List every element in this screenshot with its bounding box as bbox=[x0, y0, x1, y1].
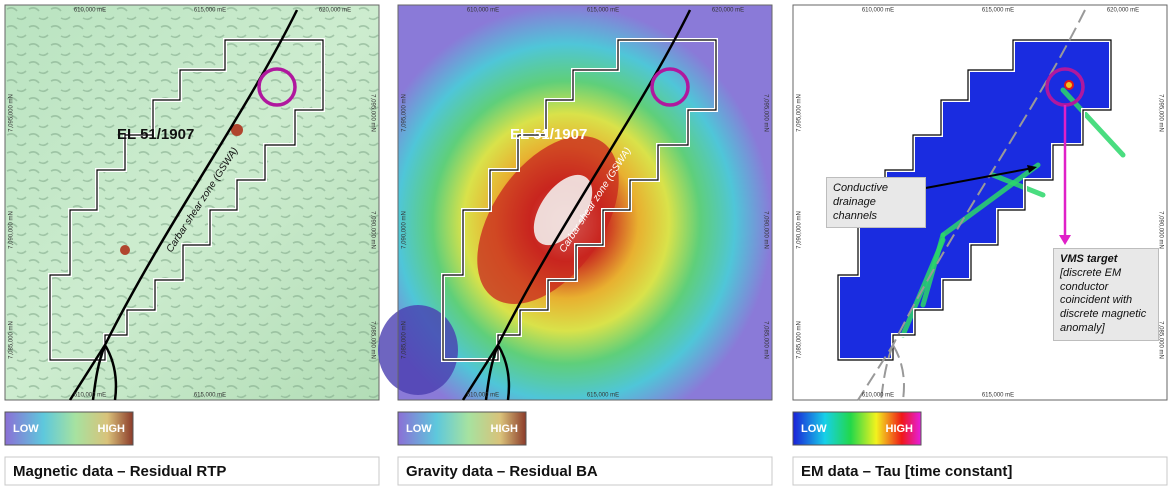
axis-label: 7,090,000 mN bbox=[1157, 211, 1163, 249]
map-panel: 610,000 mE 615,000 mE 620,000 mE 610,000 mE… bbox=[378, 5, 772, 485]
map-panel: 610,000 mE 615,000 mE 620,000 mE 610,000 mE… bbox=[793, 5, 1167, 485]
axis-label: 7,095,000 mN bbox=[369, 94, 375, 132]
axis-label: 7,090,000 mN bbox=[762, 211, 768, 249]
axis-label: 620,000 mE bbox=[319, 8, 351, 14]
axis-label: 610,000 mE bbox=[862, 393, 894, 399]
tenement-label: EL 51/1907 bbox=[117, 126, 194, 143]
figure: 610,000 mE 615,000 mE 620,000 mE 610,000 mE… bbox=[0, 0, 1174, 487]
axis-label: 7,085,000 mN bbox=[402, 321, 408, 359]
legend-low: LOW bbox=[13, 423, 39, 435]
axis-label: 7,085,000 mN bbox=[762, 321, 768, 359]
annotation-title: VMS target bbox=[1060, 253, 1152, 267]
axis-label: 7,090,000 mN bbox=[402, 211, 408, 249]
anomaly bbox=[120, 245, 130, 255]
axis-label: 610,000 mE bbox=[74, 8, 106, 14]
axis-label: 615,000 mE bbox=[194, 8, 226, 14]
axis-label: 615,000 mE bbox=[982, 393, 1014, 399]
axis-label: 7,085,000 mN bbox=[369, 321, 375, 359]
axis-label: 610,000 mE bbox=[467, 8, 499, 14]
axis-label: 620,000 mE bbox=[712, 8, 744, 14]
gravity-low bbox=[378, 305, 458, 395]
axis-label: 615,000 mE bbox=[194, 393, 226, 399]
axis-label: 7,085,000 mN bbox=[797, 321, 803, 359]
axis-label: 615,000 mE bbox=[587, 393, 619, 399]
axis-label: 7,090,000 mN bbox=[797, 211, 803, 249]
legend-high: HIGH bbox=[886, 423, 914, 435]
axis-label: 610,000 mE bbox=[862, 8, 894, 14]
legend-low: LOW bbox=[801, 423, 827, 435]
legend-low: LOW bbox=[406, 423, 432, 435]
annotation: VMS target[discrete EM conductor coincid… bbox=[1053, 248, 1159, 341]
axis-label: 7,095,000 mN bbox=[9, 94, 15, 132]
axis-label: 615,000 mE bbox=[587, 8, 619, 14]
legend-high: HIGH bbox=[491, 423, 519, 435]
axis-label: 610,000 mE bbox=[467, 393, 499, 399]
axis-label: 615,000 mE bbox=[982, 8, 1014, 14]
axis-label: 7,090,000 mN bbox=[369, 211, 375, 249]
axis-label: 7,095,000 mN bbox=[1157, 94, 1163, 132]
annotation: Conductive drainage channels bbox=[826, 177, 926, 228]
map-panel: 610,000 mE 615,000 mE 620,000 mE 610,000 mE… bbox=[5, 5, 379, 485]
axis-label: 620,000 mE bbox=[1107, 8, 1139, 14]
axis-label: 610,000 mE bbox=[74, 393, 106, 399]
tenement-label: EL 51/1907 bbox=[510, 126, 587, 143]
axis-label: 7,085,000 mN bbox=[9, 321, 15, 359]
caption: Gravity data – Residual BA bbox=[406, 463, 598, 480]
caption: Magnetic data – Residual RTP bbox=[13, 463, 226, 480]
legend-high: HIGH bbox=[98, 423, 126, 435]
em-target bbox=[1065, 81, 1073, 89]
axis-label: 7,095,000 mN bbox=[402, 94, 408, 132]
axis-label: 7,095,000 mN bbox=[797, 94, 803, 132]
caption: EM data – Tau [time constant] bbox=[801, 463, 1012, 480]
axis-label: 7,095,000 mN bbox=[762, 94, 768, 132]
axis-label: 7,090,000 mN bbox=[9, 211, 15, 249]
annotation-text: [discrete EM conductor coincident with d… bbox=[1060, 267, 1146, 334]
figure-canvas: 610,000 mE 615,000 mE 620,000 mE 610,000 mE… bbox=[0, 0, 1174, 487]
